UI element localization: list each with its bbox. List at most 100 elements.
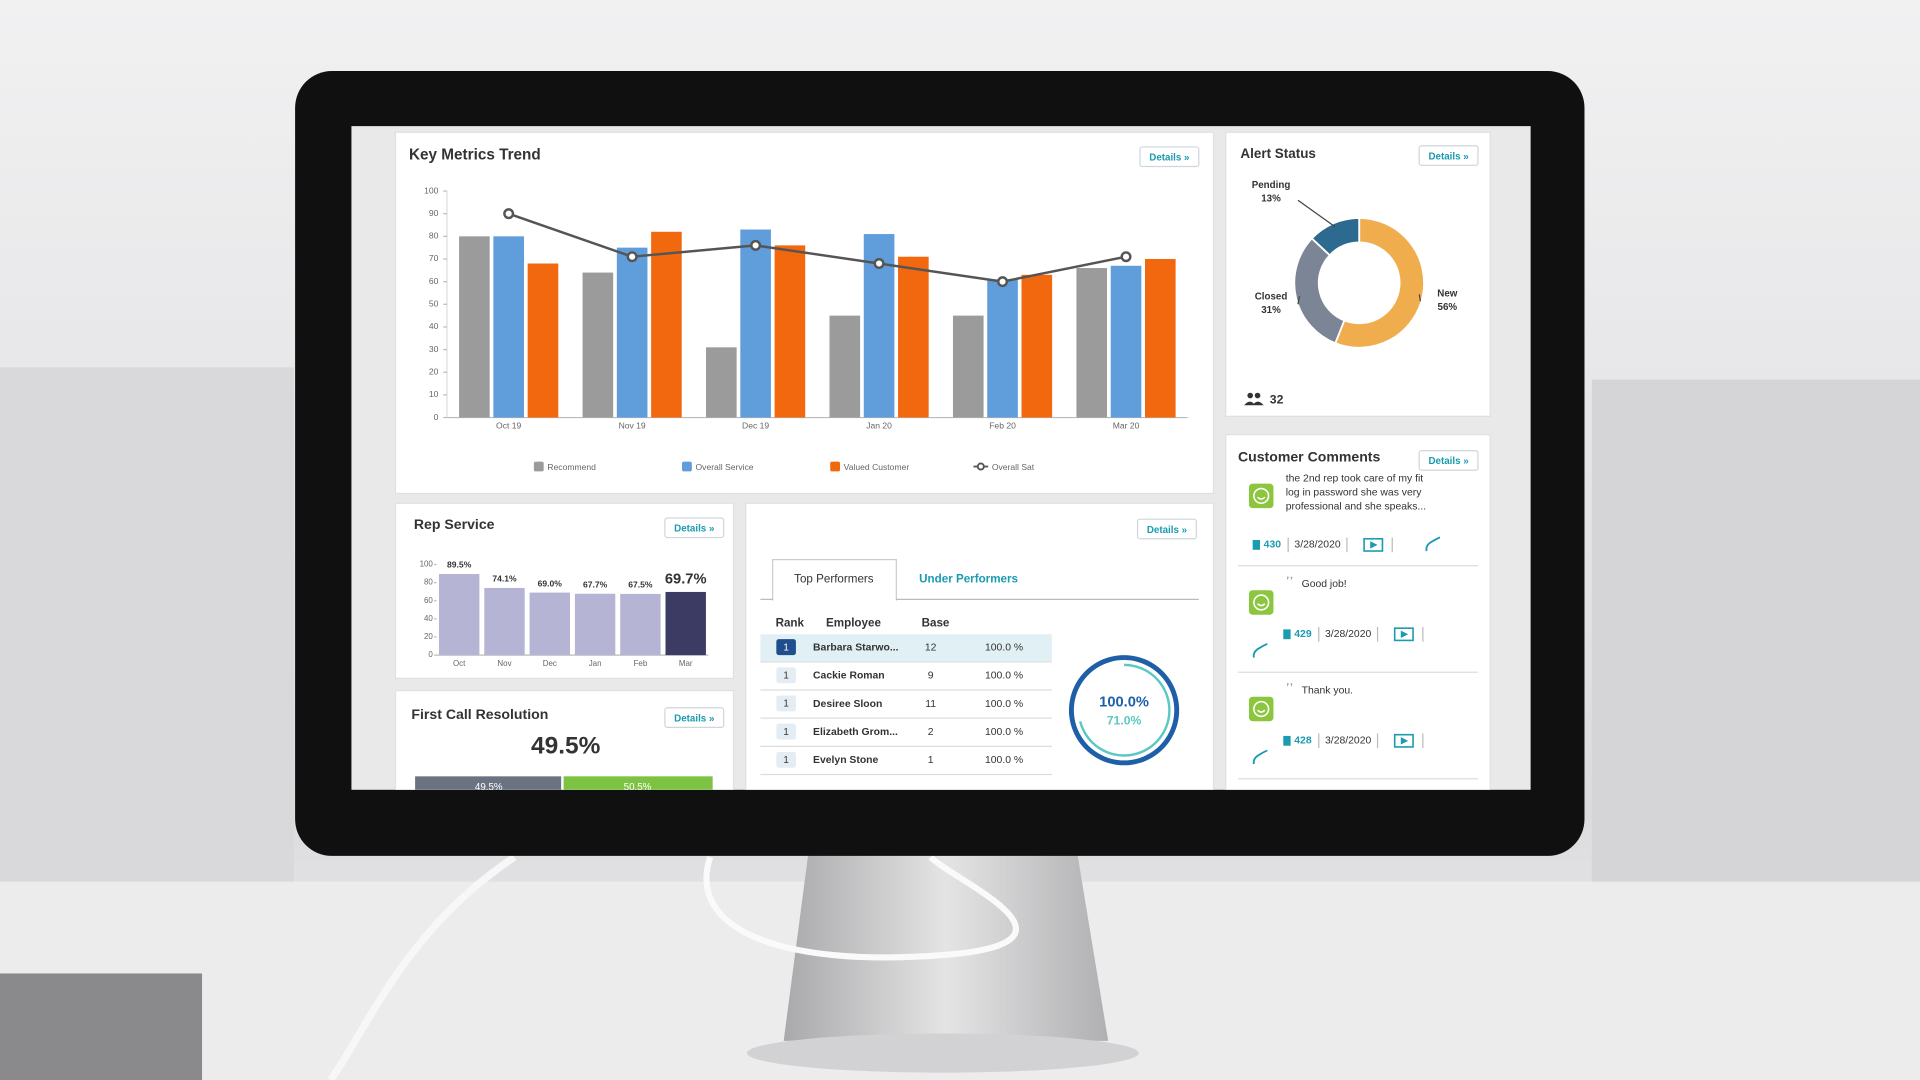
bar (952, 315, 984, 418)
button-frame[interactable] (1418, 145, 1479, 166)
people-icon (1247, 392, 1254, 399)
smiley-icon (1257, 496, 1266, 500)
value-label: 69.0% (538, 578, 563, 588)
donut-slice (1334, 217, 1425, 349)
y-tick-label: 0 (428, 650, 433, 659)
bar (987, 279, 1018, 418)
row-highlight (760, 634, 1052, 662)
details-button[interactable]: Details » (664, 707, 725, 728)
button-label[interactable]: Details » (1428, 151, 1468, 162)
gauge-label: 100.0% (1099, 695, 1149, 711)
bar (1076, 268, 1108, 418)
employee: Evelyn Stone (813, 755, 878, 766)
comment-text: Good job! (1302, 579, 1347, 590)
legend-label: Recommend (547, 462, 596, 472)
button-label[interactable]: Details » (674, 524, 714, 535)
video-icon[interactable] (1393, 627, 1414, 642)
slice-value: 31% (1261, 305, 1281, 316)
comment-date: 3/28/2020 (1325, 736, 1371, 747)
details-button[interactable]: Details » (664, 517, 725, 539)
button-frame[interactable] (1136, 518, 1197, 540)
details-button[interactable]: Details » (1136, 518, 1197, 540)
leader-line (1297, 199, 1336, 228)
comment-date: 3/28/2020 (1325, 629, 1371, 640)
bar (1145, 258, 1176, 418)
bar (898, 256, 929, 418)
value-label: 67.5% (628, 580, 653, 590)
value-label: 69.7% (665, 572, 707, 588)
details-button[interactable]: Details » (1418, 450, 1479, 471)
button-label[interactable]: Details » (674, 713, 714, 724)
y-tick-label: 60 (429, 276, 439, 286)
stand (783, 854, 1109, 1041)
slice-value: 56% (1438, 302, 1458, 313)
y-tick-label: 90 (429, 208, 439, 218)
base: 12 (925, 643, 937, 654)
x-tick-label: Feb 20 (989, 420, 1016, 430)
slice-label: Pending (1252, 180, 1291, 191)
button-frame[interactable] (1139, 146, 1200, 168)
panel-title: Rep Service (414, 516, 495, 532)
legend-swatch (533, 461, 544, 472)
button-label[interactable]: Details » (1147, 525, 1187, 536)
smiley-icon (1257, 709, 1266, 713)
bar (706, 347, 737, 418)
gauge-label: 71.0% (1107, 713, 1142, 727)
line-point (503, 208, 515, 220)
y-tick-label: 100 (424, 185, 439, 195)
comment-date: 3/28/2020 (1294, 540, 1340, 551)
book (0, 973, 203, 1080)
column-header: Employee (826, 616, 881, 629)
stand-base (746, 1033, 1139, 1073)
tab-label: Under Performers (919, 572, 1018, 585)
line-point (626, 251, 638, 263)
trend-line (508, 212, 1127, 283)
score: 100.0 % (985, 643, 1023, 654)
value-label: 74.1% (492, 574, 517, 584)
button-frame[interactable] (664, 517, 725, 539)
doc-icon (1283, 629, 1291, 640)
bar (829, 315, 861, 418)
y-tick-label: 20 (429, 367, 439, 377)
panel-title: Alert Status (1240, 146, 1316, 161)
phone-icon[interactable] (1252, 643, 1268, 658)
smiley-icon (1253, 594, 1270, 611)
rank-badge (776, 667, 796, 684)
base: 9 (928, 671, 934, 682)
bar (574, 593, 616, 656)
bar (740, 229, 771, 418)
doc-icon (1252, 540, 1260, 550)
column-header: Base (922, 616, 950, 629)
tab-cover (773, 597, 896, 602)
bar (493, 236, 524, 418)
legend-label: Overall Service (696, 462, 754, 472)
phone-icon[interactable] (1425, 536, 1441, 552)
score: 100.0 % (985, 755, 1023, 766)
line-point (873, 257, 885, 270)
smiley-icon (1248, 696, 1274, 722)
button-frame[interactable] (664, 707, 725, 728)
leader-line (1297, 296, 1301, 305)
bar (484, 587, 525, 656)
rank: 1 (783, 699, 788, 710)
video-icon[interactable] (1363, 537, 1384, 552)
panel-title: Key Metrics Trend (409, 147, 541, 164)
video-icon (1400, 630, 1409, 638)
headline-value: 49.5% (531, 732, 601, 759)
y-tick-label: 80 (429, 231, 439, 241)
details-button[interactable]: Details » (1418, 145, 1479, 166)
alert-total: 32 (1270, 393, 1284, 407)
button-frame[interactable] (1418, 450, 1479, 471)
panel (1225, 131, 1491, 417)
video-icon[interactable] (1393, 733, 1414, 748)
quote-icon (1286, 576, 1293, 581)
base: 1 (928, 755, 934, 766)
y-tick-label: 100 (420, 560, 434, 569)
button-label[interactable]: Details » (1149, 153, 1189, 164)
phone-icon[interactable] (1252, 749, 1268, 765)
details-button[interactable]: Details » (1139, 146, 1200, 168)
button-label[interactable]: Details » (1428, 456, 1468, 467)
bar (774, 245, 806, 418)
legend-label: Overall Sat (992, 462, 1035, 472)
rank: 1 (783, 727, 788, 738)
